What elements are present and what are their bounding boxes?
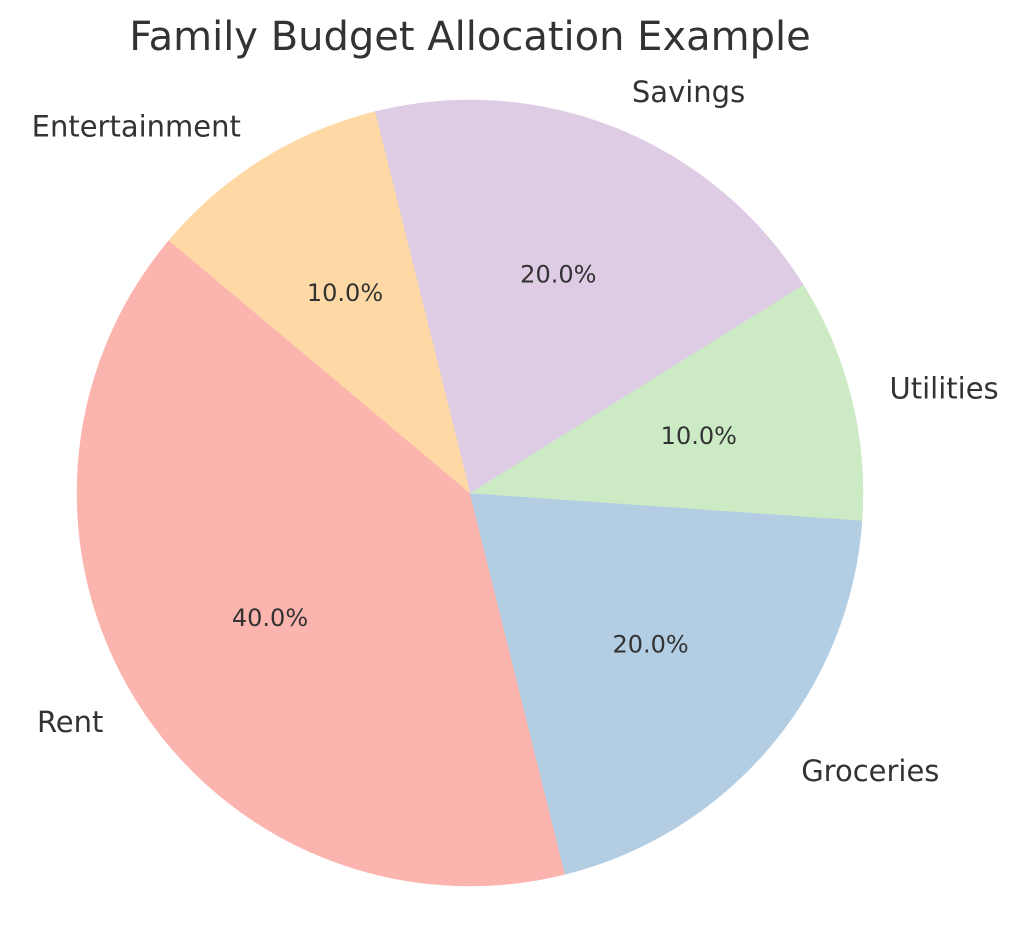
category-label-entertainment: Entertainment (32, 109, 241, 143)
pie-slice-groceries (469, 492, 863, 875)
percent-label-utilities: 10.0% (661, 422, 737, 450)
pie-slice-rent (76, 240, 566, 887)
category-label-savings: Savings (632, 75, 745, 109)
pie-slice-entertainment (168, 111, 471, 494)
percent-labels: 40.0% 20.0% 10.0% 20.0% 10.0% (232, 260, 737, 658)
category-label-groceries: Groceries (801, 754, 939, 788)
pie-slices (76, 99, 864, 887)
category-label-rent: Rent (37, 705, 103, 739)
category-label-utilities: Utilities (890, 371, 999, 405)
percent-label-groceries: 20.0% (612, 631, 688, 659)
percent-label-entertainment: 10.0% (307, 279, 383, 307)
percent-label-savings: 20.0% (520, 260, 596, 288)
chart-title: Family Budget Allocation Example (129, 14, 810, 60)
category-labels: Rent Groceries Utilities Savings Entertainme… (32, 75, 999, 788)
percent-label-rent: 40.0% (232, 604, 308, 632)
pie-slice-utilities (469, 284, 864, 521)
pie-slice-savings (374, 99, 804, 494)
